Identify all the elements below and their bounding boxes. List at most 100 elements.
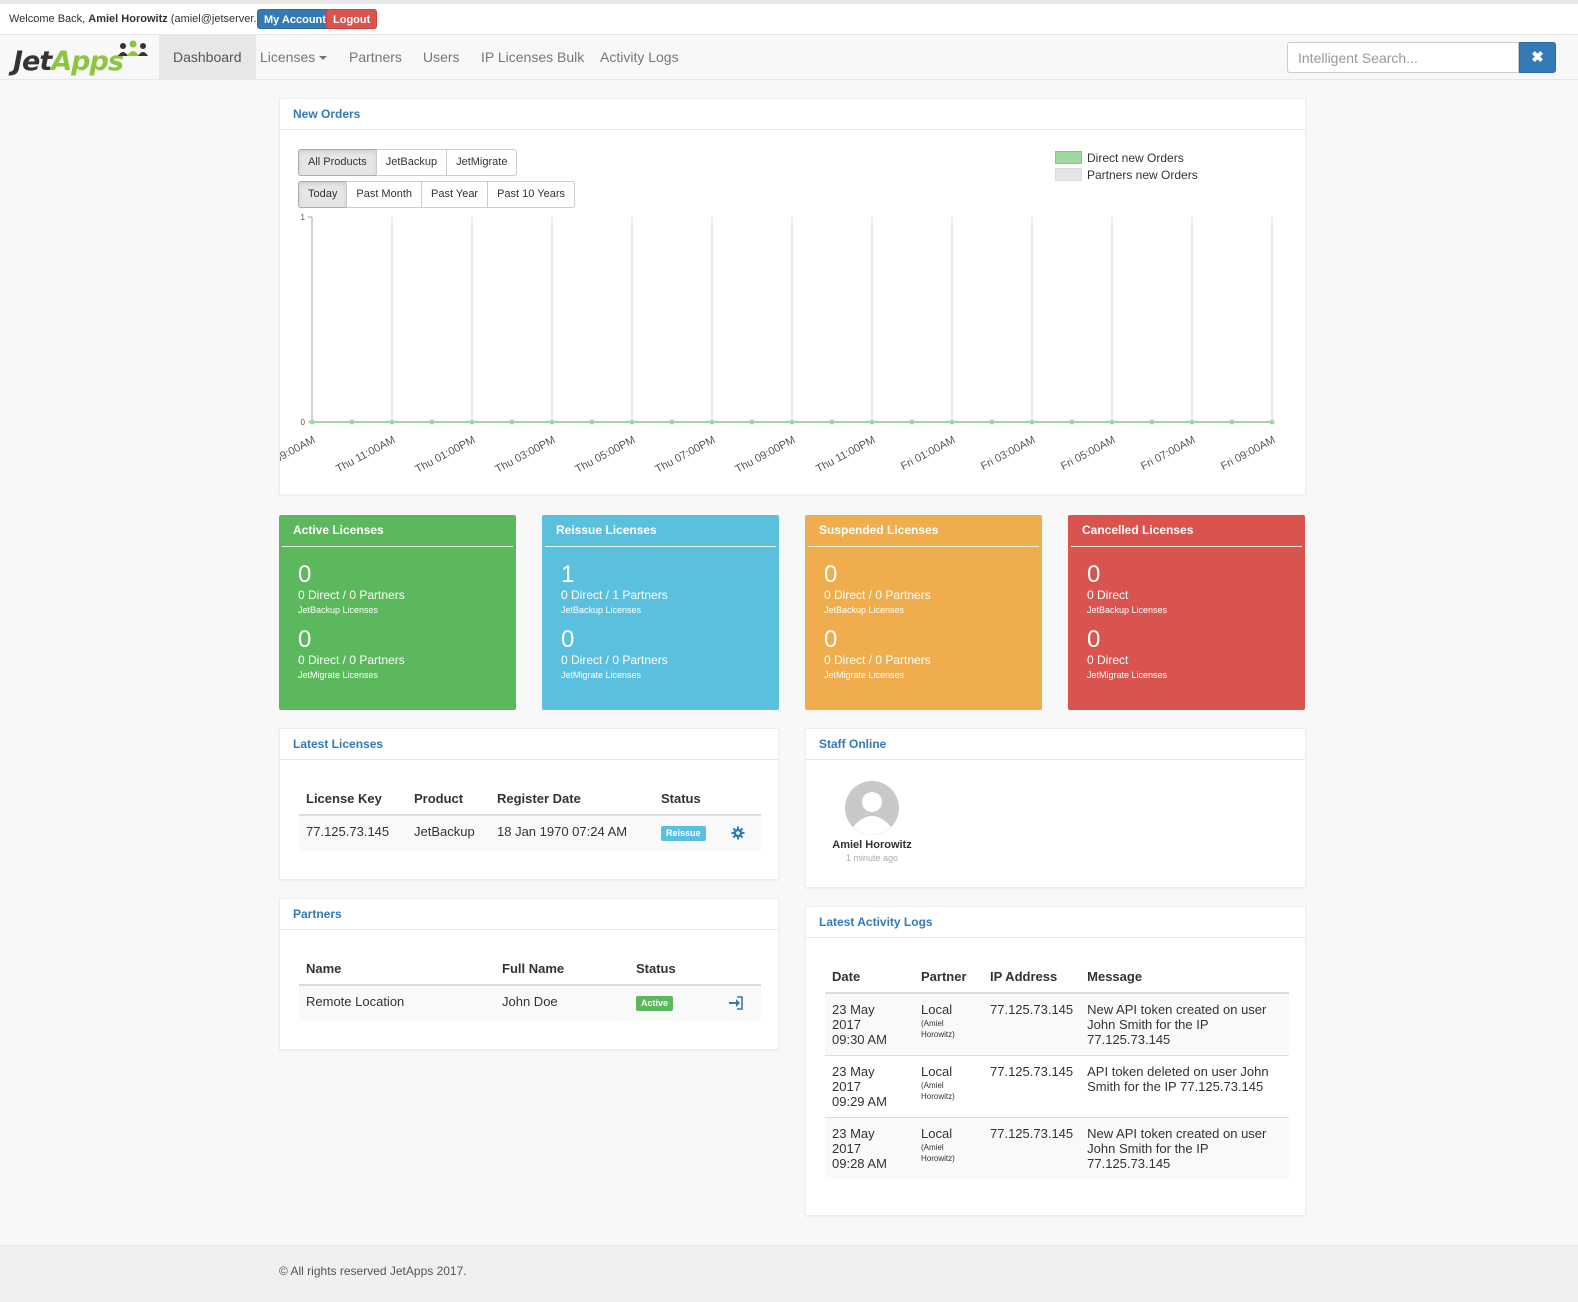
table-row: 23 May 2017 09:30 AM Local (Amiel Horowitz)…	[825, 992, 1289, 1056]
stat-product: JetMigrate Licenses	[298, 670, 379, 680]
stat-count: 0	[1087, 561, 1101, 588]
log-partner: Local (Amiel Horowitz)	[914, 1055, 983, 1118]
new-orders-panel: New Orders All Products JetBackup JetMigra…	[279, 98, 1306, 495]
sign-in-icon[interactable]	[728, 996, 744, 1010]
x-tick-label: Fri 03:00AM	[979, 434, 1038, 473]
log-date-time: 09:30 AM	[832, 1032, 887, 1047]
stat-product: JetMigrate Licenses	[1087, 670, 1168, 680]
x-tick-label: Thu 09:00AM	[280, 434, 317, 476]
jetapps-logo[interactable]: JetApps	[13, 40, 148, 77]
partner-full-name: John Doe	[495, 984, 629, 1021]
nav-partners[interactable]: Partners	[349, 49, 402, 65]
data-point	[509, 419, 515, 425]
stat-count: 0	[561, 626, 575, 653]
data-point	[1109, 419, 1115, 425]
data-point	[869, 419, 875, 425]
footer: © All rights reserved JetApps 2017.	[0, 1245, 1578, 1302]
column-header: Name	[299, 953, 495, 986]
data-point	[789, 419, 795, 425]
x-tick-label: Fri 09:00AM	[1219, 434, 1278, 473]
log-partner-user: (Amiel Horowitz)	[921, 1080, 976, 1102]
column-header: Status	[629, 953, 721, 986]
data-point	[829, 419, 835, 425]
column-header: Product	[407, 783, 490, 816]
stat-breakdown: 0 Direct / 0 Partners	[561, 653, 668, 667]
column-header: Status	[654, 783, 724, 816]
log-date: 23 May 2017 09:28 AM	[825, 1117, 914, 1179]
column-header: IP Address	[983, 961, 1081, 994]
my-account-button[interactable]: My Account	[257, 9, 333, 29]
nav-licenses-dropdown[interactable]: Licenses	[246, 35, 341, 79]
log-message-line2: John Smith for the IP	[1087, 1141, 1209, 1156]
range-today-button[interactable]: Today	[298, 181, 348, 208]
range-past-10-years-button[interactable]: Past 10 Years	[487, 181, 575, 208]
main-navbar: JetApps Dashboard Licenses Partners User…	[0, 34, 1578, 80]
stat-block-jetbackup: 0 0 Direct / 0 Partners JetBackup Licens…	[824, 562, 931, 618]
log-ip: 77.125.73.145	[983, 992, 1081, 1056]
nav-users[interactable]: Users	[423, 49, 460, 65]
x-tick-label: Fri 07:00AM	[1139, 434, 1198, 473]
staff-member[interactable]: Amiel Horowitz 1 minute ago	[832, 781, 912, 863]
partners-title: Partners	[280, 899, 778, 930]
stat-product: JetBackup Licenses	[824, 605, 905, 615]
stat-title: Cancelled Licenses	[1071, 515, 1302, 547]
status-badge: Active	[636, 996, 674, 1011]
staff-last-seen: 1 minute ago	[845, 853, 899, 863]
stat-count: 0	[824, 626, 838, 653]
data-point	[629, 419, 635, 425]
status-badge: Reissue	[661, 826, 706, 841]
log-date-day: 23 May 2017	[832, 1002, 875, 1032]
log-partner: Local (Amiel Horowitz)	[914, 992, 983, 1056]
range-past-month-button[interactable]: Past Month	[346, 181, 422, 208]
log-partner-name: Local	[921, 1002, 953, 1017]
legend-swatch	[1055, 168, 1082, 181]
column-header: Register Date	[490, 783, 654, 816]
x-tick-label: Thu 11:00AM	[334, 434, 397, 475]
stat-reissue-licenses: Reissue Licenses 1 0 Direct / 1 Partners…	[542, 515, 779, 710]
x-tick-label: Thu 01:00PM	[413, 434, 477, 476]
new-orders-title: New Orders	[280, 99, 1305, 130]
stat-product: JetBackup Licenses	[1087, 605, 1168, 615]
log-message-line1: New API token created on user	[1087, 1126, 1267, 1141]
stat-block-jetmigrate: 0 0 Direct JetMigrate Licenses	[1087, 627, 1167, 683]
data-point	[349, 419, 355, 425]
license-key: 77.125.73.145	[299, 814, 407, 851]
log-message: New API token created on user John Smith …	[1080, 1117, 1289, 1179]
new-orders-chart: Thu 09:00AM Thu 11:00AM Thu 01:00PM Thu 03:…	[280, 213, 1278, 476]
intelligent-search-input[interactable]	[1287, 42, 1519, 73]
stat-product: JetBackup Licenses	[298, 605, 379, 615]
nav-dashboard[interactable]: Dashboard	[159, 35, 256, 79]
caret-down-icon	[319, 56, 328, 61]
close-icon: ✖	[1531, 49, 1544, 66]
stat-product: JetMigrate Licenses	[561, 670, 642, 680]
data-point	[1229, 419, 1235, 425]
welcome-user-email: (amiel@jetserver.net)	[170, 13, 276, 25]
partners-table: Name Full Name Status Remote Location Jo…	[299, 953, 761, 1021]
log-date-time: 09:29 AM	[832, 1094, 887, 1109]
filter-jetmigrate-button[interactable]: JetMigrate	[446, 149, 518, 176]
x-tick-label: Thu 09:00PM	[733, 434, 797, 476]
data-point	[669, 419, 675, 425]
data-point	[949, 419, 955, 425]
x-tick-label: Thu 05:00PM	[573, 434, 637, 476]
x-tick-label: Thu 11:00PM	[814, 434, 877, 475]
nav-licenses-label: Licenses	[260, 49, 316, 65]
range-past-year-button[interactable]: Past Year	[421, 181, 489, 208]
x-tick-label: Thu 03:00PM	[493, 434, 557, 476]
license-register-date: 18 Jan 1970 07:24 AM	[490, 814, 654, 851]
log-date-day: 23 May 2017	[832, 1064, 875, 1094]
log-partner-user-line2: Horowitz)	[921, 1154, 955, 1163]
legend-item: Partners new Orders	[1055, 166, 1198, 183]
data-point	[429, 419, 435, 425]
filter-all-products-button[interactable]: All Products	[298, 149, 377, 176]
filter-jetbackup-button[interactable]: JetBackup	[375, 149, 448, 176]
nav-activity-logs[interactable]: Activity Logs	[600, 49, 679, 65]
logout-button[interactable]: Logout	[326, 9, 378, 29]
staff-online-title: Staff Online	[806, 729, 1305, 760]
gear-icon[interactable]	[731, 826, 745, 840]
log-partner-name: Local	[921, 1064, 953, 1079]
nav-ip-licenses-bulk[interactable]: IP Licenses Bulk	[481, 49, 585, 65]
activity-logs-panel: Latest Activity Logs Date Partner IP Add…	[805, 906, 1306, 1216]
search-clear-button[interactable]: ✖	[1519, 42, 1556, 73]
stat-title: Active Licenses	[282, 515, 513, 547]
